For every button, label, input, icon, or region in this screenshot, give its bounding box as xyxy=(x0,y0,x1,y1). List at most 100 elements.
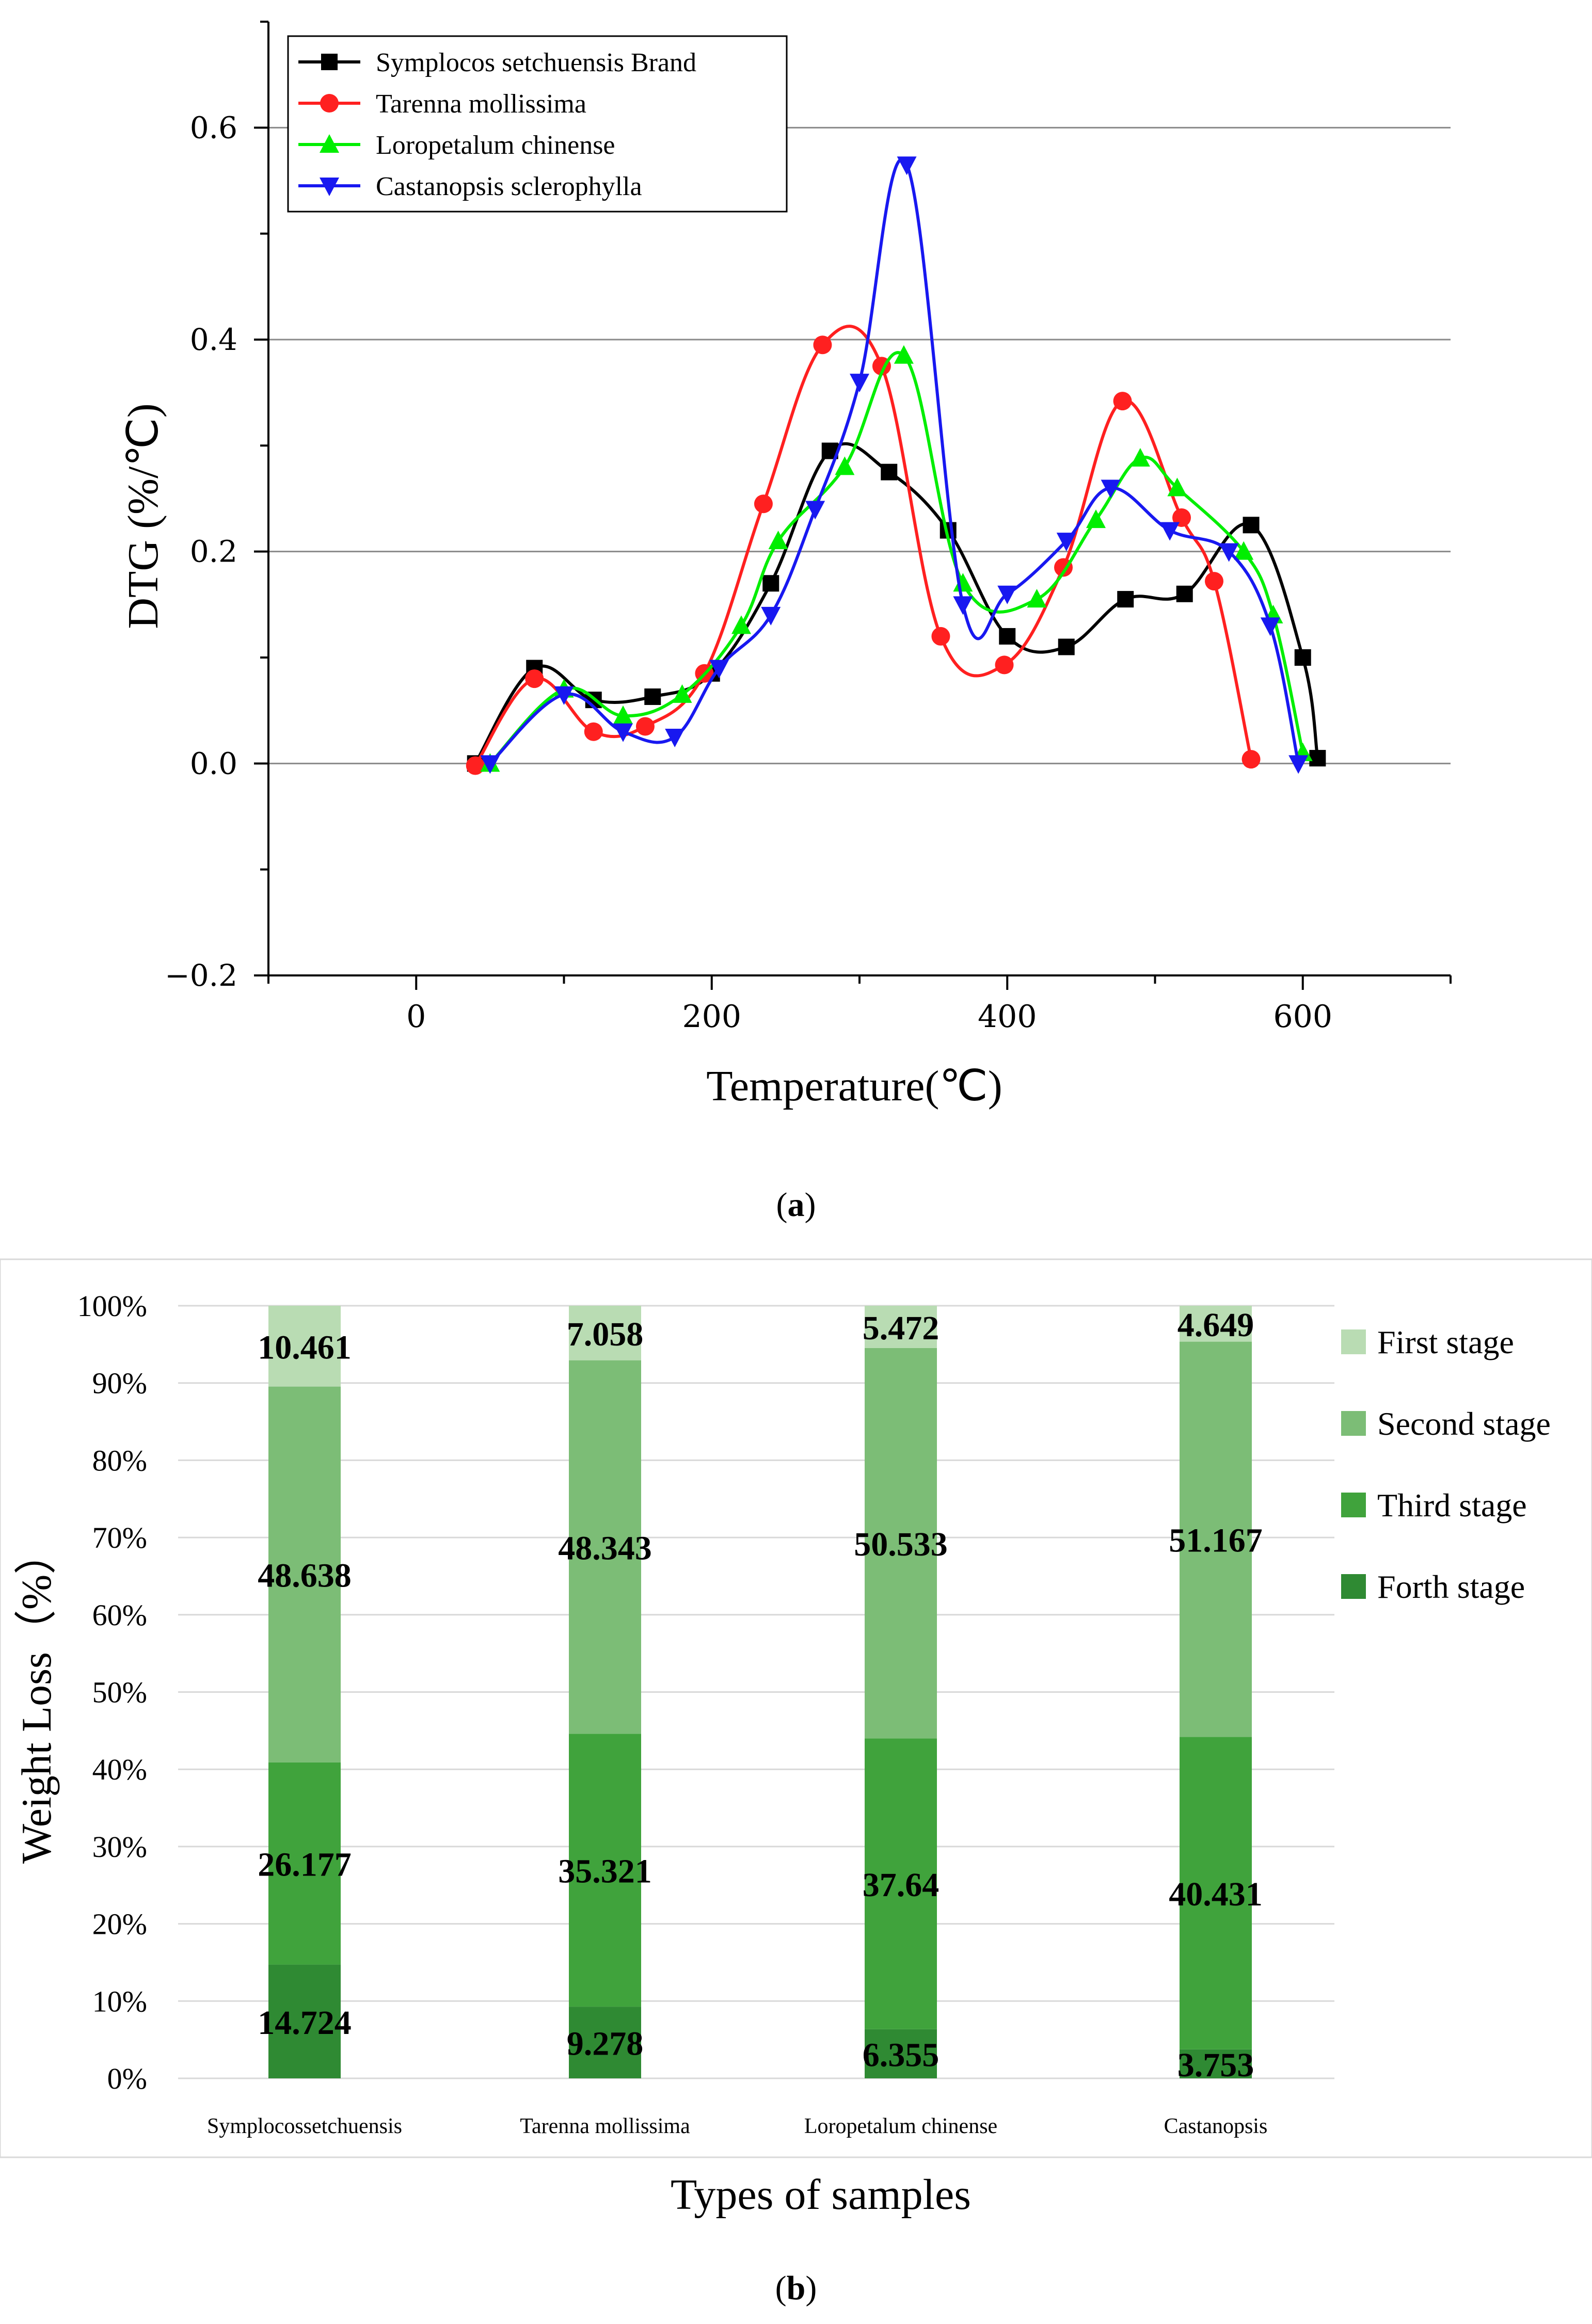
x-tick-label: 400 xyxy=(978,999,1037,1035)
data-point xyxy=(554,686,574,705)
panel-label-b: (b) xyxy=(775,2269,817,2307)
data-point xyxy=(931,627,950,646)
series-line xyxy=(474,442,1319,764)
bar-segment xyxy=(569,2007,641,2078)
data-point xyxy=(1176,585,1193,602)
bar-segment xyxy=(865,1348,937,1739)
data-label: 6.355 xyxy=(863,2036,940,2074)
data-point xyxy=(644,688,661,705)
y-tick-label: 0.6 xyxy=(190,110,237,145)
y-axis-title: DTG (%/℃) xyxy=(119,403,167,629)
panel-letter-b: b xyxy=(787,2269,806,2307)
y-tick-label: 80% xyxy=(92,1444,147,1477)
x-axis-title: Temperature(℃) xyxy=(706,1062,1002,1110)
series-triangle-down xyxy=(480,156,1309,774)
data-label: 48.638 xyxy=(258,1557,352,1595)
data-point xyxy=(1086,509,1106,528)
legend-label: Tarenna mollissima xyxy=(376,89,586,119)
bar-segment xyxy=(569,1360,641,1734)
data-point xyxy=(953,573,973,592)
bar-segment xyxy=(1180,1306,1252,1342)
bar-segment xyxy=(268,1386,341,1762)
legend-box xyxy=(287,35,788,213)
legend-label: Symplocos setchuensis Brand xyxy=(376,48,696,77)
legend-label: Loropetalum chinense xyxy=(376,131,615,160)
category-label: Tarenna mollissima xyxy=(520,2114,690,2138)
bar-segment xyxy=(268,1306,341,1387)
data-point xyxy=(466,756,485,775)
data-point xyxy=(1309,750,1326,767)
data-point xyxy=(1234,541,1254,560)
data-label: 40.431 xyxy=(1169,1876,1263,1913)
legend-label: Castanopsis sclerophylla xyxy=(376,172,642,201)
data-point xyxy=(995,655,1014,675)
legend-marker xyxy=(320,178,339,196)
legend-swatch xyxy=(1341,1411,1366,1436)
y-tick-label: 70% xyxy=(92,1521,147,1554)
y-tick-label: 40% xyxy=(92,1753,147,1786)
legend-label: Second stage xyxy=(1377,1405,1551,1442)
weight-loss-chart: 0% 10% 20% 30% 40% 50% 60% 70% 80% 90% 100% 14.724 2… xyxy=(0,1258,1592,2307)
x-axis-title: Types of samples xyxy=(671,2171,971,2219)
data-point xyxy=(613,705,633,724)
data-point xyxy=(584,722,603,741)
data-point xyxy=(953,596,973,615)
data-point xyxy=(613,723,633,742)
y-tick-label: 60% xyxy=(92,1598,147,1632)
legend-label: Third stage xyxy=(1377,1487,1527,1524)
data-label: 35.321 xyxy=(558,1853,652,1890)
data-point xyxy=(635,717,655,736)
data-point xyxy=(525,669,544,688)
category-label: Castanopsis xyxy=(1164,2114,1268,2138)
data-point xyxy=(813,335,832,355)
data-label: 37.64 xyxy=(863,1866,940,1904)
y-tick-label: 20% xyxy=(92,1908,147,1941)
data-point xyxy=(672,684,692,703)
data-label: 48.343 xyxy=(558,1530,652,1567)
data-point xyxy=(805,501,825,520)
data-point xyxy=(1101,479,1121,499)
data-label: 5.472 xyxy=(863,1309,940,1347)
data-point xyxy=(881,463,898,480)
data-label: 10.461 xyxy=(258,1328,352,1366)
category-label: Loropetalum chinense xyxy=(804,2114,997,2138)
data-point xyxy=(835,456,855,475)
data-label: 50.533 xyxy=(854,1526,948,1563)
x-tick-label: 0 xyxy=(406,999,426,1035)
data-label: 9.278 xyxy=(567,2025,644,2063)
bar-segment xyxy=(1180,1737,1252,2049)
data-point xyxy=(480,755,500,774)
series-circle xyxy=(466,325,1261,775)
y-tick-label: 30% xyxy=(92,1830,147,1864)
y-tick-label: 0% xyxy=(107,2062,147,2095)
data-point xyxy=(1243,517,1260,534)
legend-swatch xyxy=(1341,1574,1366,1599)
data-point xyxy=(1058,638,1075,655)
data-point xyxy=(1219,543,1239,562)
data-label: 4.649 xyxy=(1177,1306,1254,1344)
data-label: 51.167 xyxy=(1169,1522,1263,1560)
x-tick-label: 600 xyxy=(1273,999,1332,1035)
data-point xyxy=(762,575,779,592)
data-point xyxy=(665,729,685,747)
series-line xyxy=(489,157,1300,765)
series-line xyxy=(489,351,1304,765)
legend-label: Forth stage xyxy=(1377,1568,1525,1605)
legend-swatch xyxy=(1341,1493,1366,1517)
category-label: Symplocossetchuensis xyxy=(207,2114,402,2138)
bar-segment xyxy=(569,1734,641,2007)
data-label: 3.753 xyxy=(1177,2046,1254,2084)
data-point xyxy=(1130,447,1150,467)
y-tick-label: 0.2 xyxy=(190,534,237,569)
y-axis-title: Weight Loss（%） xyxy=(13,1532,60,1864)
data-point xyxy=(850,374,869,393)
data-point xyxy=(754,494,773,514)
bar-segment xyxy=(865,2029,937,2078)
data-label: 26.177 xyxy=(258,1846,352,1884)
panel-letter-a: a xyxy=(788,1186,805,1224)
data-point xyxy=(894,345,914,364)
x-tick-label: 200 xyxy=(682,999,741,1035)
legend-marker xyxy=(320,94,339,113)
bar-segment xyxy=(569,1306,641,1360)
series-triangle-up xyxy=(480,345,1313,772)
